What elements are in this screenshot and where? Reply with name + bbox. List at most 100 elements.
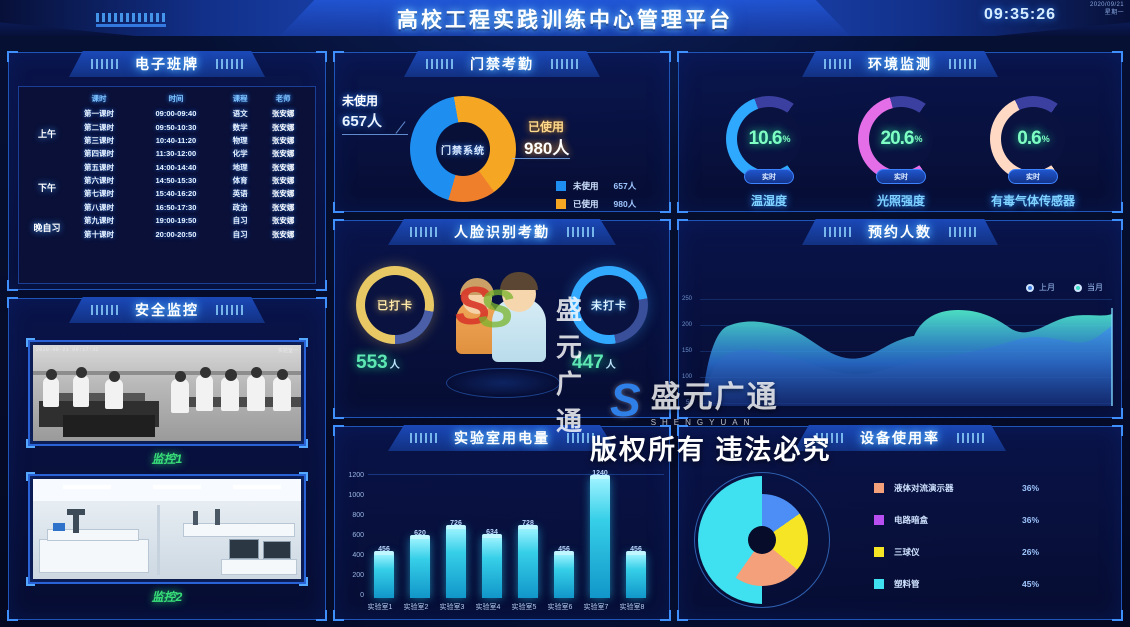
table-row: 第十课时 20:00-20:50 自习 张安娜 xyxy=(25,227,309,240)
cell-course: 地理 xyxy=(232,162,248,172)
cell-period: 第八课时 xyxy=(84,202,114,212)
legend-swatch-icon xyxy=(874,483,884,493)
y-tick-label: 200 xyxy=(352,572,364,579)
legend-label: 塑料管 xyxy=(894,579,920,589)
cell-period: 第十课时 xyxy=(84,229,114,239)
legend-item-used[interactable]: 已使用 980人 xyxy=(556,198,636,210)
corner-decoration xyxy=(7,610,18,621)
corner-decoration xyxy=(1112,202,1123,213)
bar-lab7 xyxy=(590,475,610,598)
gauge-value: 10.6% xyxy=(748,128,791,149)
corner-decoration xyxy=(333,51,344,62)
x-tick-label: 实验室4 xyxy=(475,604,501,611)
bar-value-label: 726 xyxy=(450,520,462,527)
table-row: 下午 第五课时 14:00-14:40 地理 张安娜 xyxy=(25,161,309,193)
legend-swatch-icon xyxy=(556,199,566,209)
legend-item-last-month[interactable]: 上月 xyxy=(1026,282,1055,293)
cell-time: 15:40-16:20 xyxy=(155,189,197,199)
gauge-light-intensity: 20.6% 实时 光照强度 xyxy=(858,96,944,208)
callout-leader-line xyxy=(342,134,408,135)
header-deco-icon xyxy=(824,227,854,237)
header-bar-decoration xyxy=(96,24,166,27)
panel-header-access: 门禁考勤 xyxy=(404,51,600,77)
group-label: 上午 xyxy=(37,129,56,140)
corner-decoration xyxy=(660,51,671,62)
camera-image-lab-classroom: 2020-09-21 09:17:32 实验室一 xyxy=(33,345,301,441)
bar-lab8 xyxy=(626,551,646,598)
panel-title: 实验室用电量 xyxy=(454,430,550,446)
legend-item-circuit-box[interactable]: 电路暗盒 36% xyxy=(874,514,1039,526)
panel-security: 安全监控 xyxy=(7,297,327,621)
gauge-badge-realtime: 实时 xyxy=(1008,169,1058,184)
corner-decoration xyxy=(660,202,671,213)
panel-environment: 环境监测 10.6% 实时 温湿度 20.6% 实时 光照强度 0.6% 实时 … xyxy=(677,51,1123,213)
panel-header-class-board: 电子班牌 xyxy=(69,51,265,77)
cell-course: 化学 xyxy=(232,149,248,159)
table-row: 上午 第一课时 09:00-09:40 语文 张安娜 xyxy=(25,107,309,139)
y-tick-label: 250 xyxy=(682,296,693,302)
header-deco-icon xyxy=(213,59,243,69)
cell-time: 19:00-19:50 xyxy=(155,216,197,226)
legend-item-plastic-tube[interactable]: 塑料管 45% xyxy=(874,578,1039,590)
panel-face-attendance: 人脸识别考勤 已打卡 553 人 未打卡 447 人 xyxy=(333,219,671,419)
legend-item-unused[interactable]: 未使用 657人 xyxy=(556,180,636,192)
y-tick-label: 600 xyxy=(352,532,364,539)
cell-teacher: 张安娜 xyxy=(271,202,295,212)
panel-header-environment: 环境监测 xyxy=(802,51,998,77)
corner-decoration xyxy=(299,472,308,481)
cell-teacher: 张安娜 xyxy=(271,122,295,132)
cell-period: 第四课时 xyxy=(84,149,114,159)
cell-course: 自习 xyxy=(232,229,248,239)
avatar-platform xyxy=(446,368,560,398)
checked-in-count: 553 人 xyxy=(356,352,400,373)
callout-used-label: 已使用 xyxy=(528,120,565,134)
ring-label: 未打卡 xyxy=(591,300,627,312)
x-tick-label: 实验室8 xyxy=(619,604,645,611)
legend-item-triple-globe[interactable]: 三球仪 26% xyxy=(874,546,1039,558)
not-checked-in-count: 447 人 xyxy=(572,352,616,373)
x-tick-label: 实验室7 xyxy=(583,604,609,611)
y-tick-label: 0 xyxy=(360,592,364,599)
panel-title: 人脸识别考勤 xyxy=(454,224,550,240)
corner-decoration xyxy=(333,610,344,621)
group-label: 下午 xyxy=(37,182,56,193)
x-tick-label: 实验室6 xyxy=(547,604,573,611)
corner-decoration xyxy=(7,51,18,62)
corner-decoration xyxy=(1112,219,1123,230)
camera-feed-2[interactable] xyxy=(26,472,308,586)
table-header-row: 课时 时间 课程 老师 xyxy=(25,91,309,107)
cell-time: 14:50-15:30 xyxy=(155,176,197,186)
cell-teacher: 张安娜 xyxy=(271,109,295,119)
y-tick-label: 200 xyxy=(682,322,693,328)
cell-period: 第二课时 xyxy=(84,122,114,132)
corner-decoration xyxy=(660,219,671,230)
corner-decoration xyxy=(26,338,35,347)
ring-checked-in: 已打卡 xyxy=(356,266,434,344)
corner-decoration xyxy=(677,219,688,230)
cell-teacher: 张安娜 xyxy=(271,135,295,145)
cell-teacher: 张安娜 xyxy=(271,229,295,239)
gauge-toxic-gas-sensor: 0.6% 实时 有毒气体传感器 xyxy=(990,96,1076,208)
y-tick-label: 50 xyxy=(686,400,693,406)
gridline xyxy=(700,299,1112,300)
x-tick-label: 实验室5 xyxy=(511,604,537,611)
corner-decoration xyxy=(7,280,18,291)
legend-label: 液体对流演示器 xyxy=(894,483,954,493)
callout-used-value: 980人 xyxy=(524,139,570,158)
bar-lab2 xyxy=(410,535,430,598)
panel-title: 设备使用率 xyxy=(860,430,940,446)
panel-class-board: 电子班牌 课时 时间 课程 老师 上午 第一课时 09:00-09:40 语文 … xyxy=(7,51,327,291)
page-title: 高校工程实践训练中心管理平台 xyxy=(397,9,733,32)
legend-swatch-icon xyxy=(556,181,566,191)
header-deco-icon xyxy=(564,433,594,443)
pie-center-hole xyxy=(748,526,776,554)
gauge-inner xyxy=(737,107,801,171)
legend-item-liquid-convection[interactable]: 液体对流演示器 36% xyxy=(874,482,1039,494)
camera-feed-1[interactable]: 2020-09-21 09:17:32 实验室一 xyxy=(26,338,308,448)
header-deco-icon xyxy=(91,305,121,315)
legend-label: 已使用 xyxy=(573,199,599,209)
cell-teacher: 张安娜 xyxy=(271,149,295,159)
header-deco-icon xyxy=(213,305,243,315)
x-tick-label: 实验室1 xyxy=(367,604,393,611)
legend-item-current-month[interactable]: 当月 xyxy=(1074,282,1103,293)
